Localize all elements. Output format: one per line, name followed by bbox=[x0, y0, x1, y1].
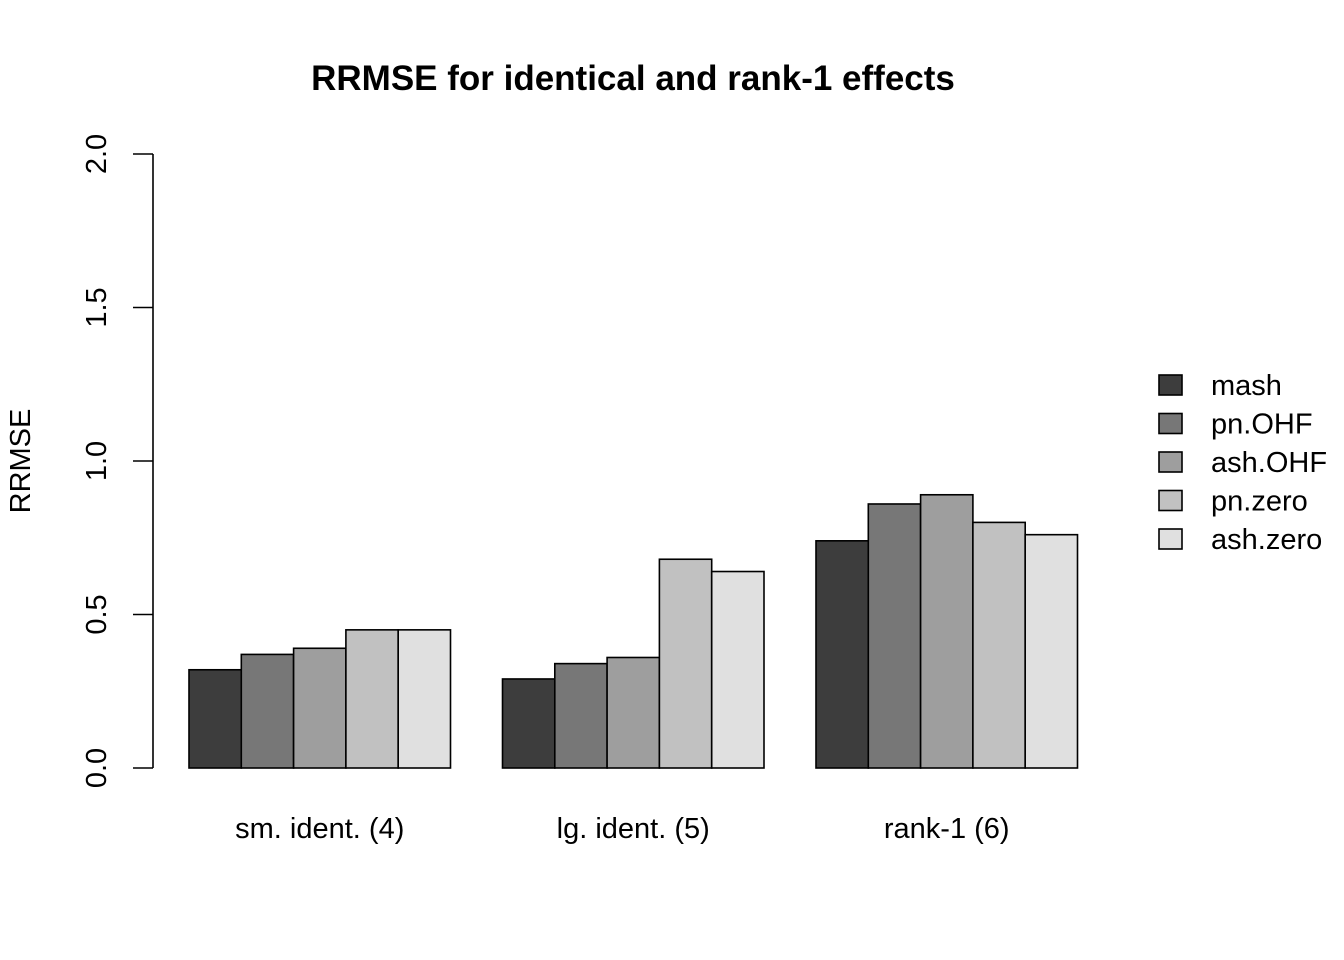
bar-pn.zero-2 bbox=[972, 521, 1027, 769]
y-tick-label: 2.0 bbox=[81, 134, 113, 174]
y-axis-label: RRMSE bbox=[5, 409, 37, 514]
legend-label-mash: mash bbox=[1211, 370, 1282, 402]
bar-series-group bbox=[188, 493, 1079, 769]
legend-swatch-ash.OHF bbox=[1158, 451, 1183, 473]
bar-pn.OHF-1 bbox=[553, 662, 608, 769]
legend-swatch-pn.OHF bbox=[1158, 412, 1183, 435]
bar-pn.OHF-2 bbox=[867, 503, 922, 769]
bar-ash.zero-0 bbox=[397, 629, 452, 769]
bar-ash.zero-2 bbox=[1024, 533, 1079, 769]
x-category-label: lg. ident. (5) bbox=[557, 813, 710, 845]
legend-label-ash.zero: ash.zero bbox=[1211, 524, 1322, 556]
bar-ash.zero-1 bbox=[710, 570, 765, 769]
legend-label-pn.zero: pn.zero bbox=[1211, 486, 1308, 518]
legend-label-pn.OHF: pn.OHF bbox=[1211, 409, 1313, 441]
bar-pn.zero-0 bbox=[345, 629, 399, 769]
y-tick-label: 0.0 bbox=[81, 748, 113, 788]
legend-swatch-mash bbox=[1158, 374, 1183, 396]
y-tick-label: 0.5 bbox=[81, 594, 113, 634]
bar-mash-0 bbox=[188, 668, 243, 769]
y-axis: 0.0 0.5 1.0 1.5 2.0 bbox=[81, 134, 154, 788]
legend: mash pn.OHF ash.OHF pn.zero ash.zero bbox=[1158, 370, 1327, 556]
bar-mash-1 bbox=[501, 678, 556, 769]
y-tick-label: 1.0 bbox=[81, 441, 113, 481]
x-category-label: rank-1 (6) bbox=[884, 813, 1010, 845]
bar-pn.zero-1 bbox=[658, 558, 713, 769]
chart-title: RRMSE for identical and rank-1 effects bbox=[311, 59, 955, 98]
legend-label-ash.OHF: ash.OHF bbox=[1211, 447, 1327, 479]
bar-pn.OHF-0 bbox=[240, 653, 295, 769]
y-tick-label: 1.5 bbox=[81, 287, 113, 327]
legend-swatch-ash.zero bbox=[1158, 528, 1183, 550]
bar-ash.OHF-2 bbox=[919, 493, 974, 769]
legend-swatch-pn.zero bbox=[1158, 489, 1183, 512]
bar-ash.OHF-0 bbox=[292, 647, 347, 769]
x-category-label: sm. ident. (4) bbox=[235, 813, 404, 845]
x-axis-labels: sm. ident. (4) lg. ident. (5) rank-1 (6) bbox=[235, 813, 1009, 845]
bar-ash.OHF-1 bbox=[606, 656, 661, 769]
bar-mash-2 bbox=[815, 540, 870, 769]
